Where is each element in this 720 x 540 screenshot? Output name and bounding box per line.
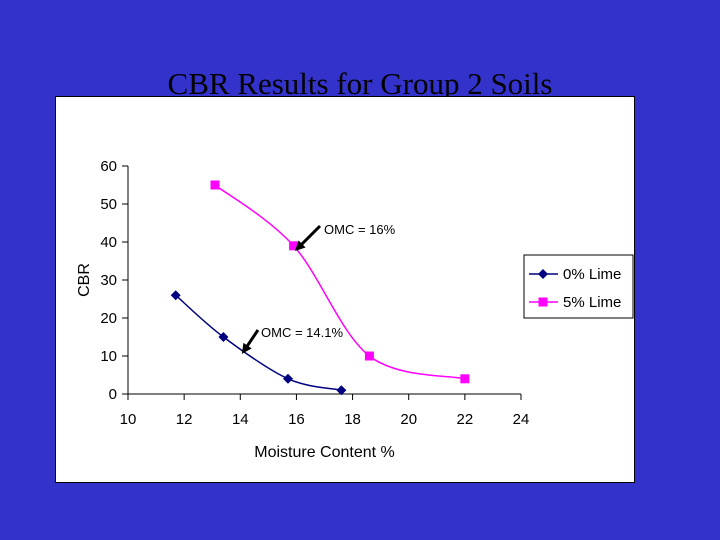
legend-marker <box>538 297 548 307</box>
y-tick-label: 40 <box>100 234 117 251</box>
y-tick-label: 20 <box>100 310 117 327</box>
y-tick-label: 60 <box>100 158 117 175</box>
x-tick-label: 16 <box>288 411 305 428</box>
series-line <box>175 294 342 391</box>
legend-label: 0% Lime <box>563 266 621 283</box>
data-point-marker <box>170 290 181 301</box>
y-tick-label: 10 <box>100 348 117 365</box>
chart-panel: 0 10 20 30 40 50 60 10 12 14 16 18 20 22 24 OMC = 16% O… <box>55 96 635 483</box>
data-point-marker <box>210 180 220 190</box>
legend-box <box>523 254 634 319</box>
data-point-marker <box>218 332 229 342</box>
data-point-marker <box>364 351 374 361</box>
x-tick-label: 20 <box>400 411 417 428</box>
chart-title: CBR Results for Group 2 Soils <box>167 66 553 101</box>
legend-marker <box>538 269 548 279</box>
data-point-marker <box>283 373 294 384</box>
x-axis-title: Moisture Content % <box>254 444 395 461</box>
x-tick-label: 22 <box>457 411 474 428</box>
annotation-label: OMC = 16% <box>324 222 396 237</box>
y-tick-label: 30 <box>100 272 117 289</box>
x-tick-label: 12 <box>176 411 193 428</box>
legend-label: 5% Lime <box>563 294 621 311</box>
x-tick-label: 24 <box>513 411 530 428</box>
series-0-lime <box>170 290 347 396</box>
annotation-arrow <box>295 224 322 252</box>
series-line <box>214 184 466 380</box>
data-point-marker <box>289 241 299 251</box>
annotation-label: OMC = 14.1% <box>261 325 343 340</box>
data-point-marker <box>336 385 347 396</box>
y-axis-title: CBR <box>76 263 93 297</box>
data-point-marker <box>460 374 470 384</box>
x-tick-label: 14 <box>232 411 249 428</box>
series-5-lime <box>210 180 470 384</box>
x-tick-label: 10 <box>120 411 137 428</box>
y-tick-label: 50 <box>100 196 117 213</box>
annotation-arrow <box>241 329 260 354</box>
x-tick-label: 18 <box>344 411 361 428</box>
y-tick-label: 0 <box>109 386 117 403</box>
